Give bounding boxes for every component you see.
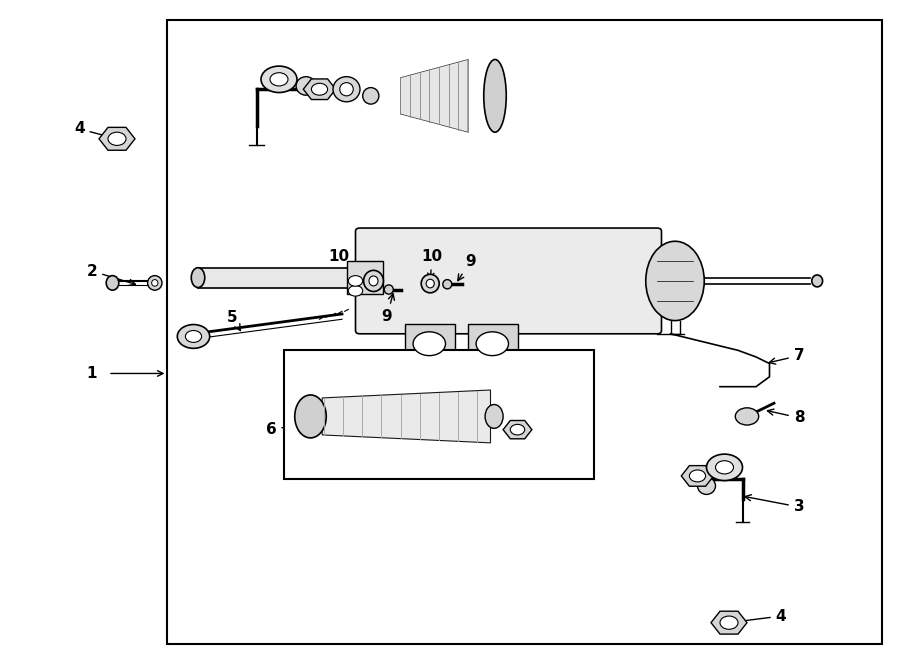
Text: 5: 5 bbox=[227, 310, 240, 330]
Text: 2: 2 bbox=[86, 264, 135, 286]
Circle shape bbox=[706, 454, 742, 481]
Text: 4: 4 bbox=[734, 609, 787, 625]
Text: 8: 8 bbox=[768, 409, 805, 425]
Circle shape bbox=[689, 470, 706, 482]
Text: 6: 6 bbox=[266, 422, 306, 437]
Ellipse shape bbox=[106, 276, 119, 290]
Ellipse shape bbox=[363, 87, 379, 104]
FancyBboxPatch shape bbox=[356, 228, 662, 334]
Circle shape bbox=[270, 73, 288, 86]
Text: 7: 7 bbox=[770, 348, 805, 364]
Circle shape bbox=[413, 332, 446, 356]
Polygon shape bbox=[711, 611, 747, 634]
Ellipse shape bbox=[296, 77, 316, 95]
Bar bbox=[468, 324, 518, 360]
Text: 9: 9 bbox=[458, 254, 476, 281]
Polygon shape bbox=[681, 465, 714, 486]
Text: 9: 9 bbox=[382, 293, 394, 324]
Circle shape bbox=[476, 332, 508, 356]
Bar bbox=[284, 350, 594, 479]
Circle shape bbox=[348, 286, 363, 296]
Polygon shape bbox=[322, 390, 490, 443]
Ellipse shape bbox=[340, 83, 353, 96]
Ellipse shape bbox=[427, 279, 434, 288]
Circle shape bbox=[261, 66, 297, 93]
Ellipse shape bbox=[812, 275, 823, 287]
Polygon shape bbox=[303, 79, 336, 100]
Ellipse shape bbox=[151, 280, 158, 286]
Ellipse shape bbox=[333, 77, 360, 102]
Ellipse shape bbox=[421, 274, 439, 293]
Ellipse shape bbox=[191, 268, 205, 288]
Ellipse shape bbox=[484, 59, 507, 132]
Polygon shape bbox=[99, 128, 135, 150]
Text: 4: 4 bbox=[74, 122, 112, 139]
Ellipse shape bbox=[646, 241, 704, 321]
Ellipse shape bbox=[384, 285, 393, 294]
Circle shape bbox=[177, 325, 210, 348]
Circle shape bbox=[720, 616, 738, 629]
Ellipse shape bbox=[485, 405, 503, 428]
Bar bbox=[405, 324, 454, 360]
Ellipse shape bbox=[295, 395, 326, 438]
Text: 10: 10 bbox=[421, 249, 442, 279]
Ellipse shape bbox=[364, 270, 383, 292]
Bar bbox=[166, 20, 882, 644]
Text: 3: 3 bbox=[745, 494, 805, 514]
Ellipse shape bbox=[698, 477, 716, 494]
Circle shape bbox=[348, 276, 363, 286]
Circle shape bbox=[735, 408, 759, 425]
Bar bbox=[346, 261, 382, 294]
Text: 10: 10 bbox=[328, 249, 370, 278]
Circle shape bbox=[716, 461, 733, 474]
Polygon shape bbox=[400, 59, 468, 132]
Text: 1: 1 bbox=[86, 366, 97, 381]
Ellipse shape bbox=[443, 280, 452, 289]
Circle shape bbox=[311, 83, 328, 95]
Circle shape bbox=[108, 132, 126, 145]
Ellipse shape bbox=[148, 276, 162, 290]
Circle shape bbox=[510, 424, 525, 435]
Ellipse shape bbox=[369, 276, 378, 286]
Polygon shape bbox=[503, 420, 532, 439]
Circle shape bbox=[185, 330, 202, 342]
